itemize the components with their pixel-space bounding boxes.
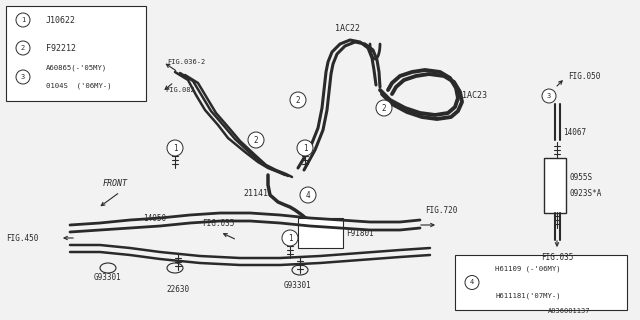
Circle shape xyxy=(167,140,183,156)
Bar xyxy=(455,255,627,310)
Text: 2: 2 xyxy=(21,45,25,51)
Text: F92212: F92212 xyxy=(46,44,76,52)
Text: 1: 1 xyxy=(288,234,292,243)
Text: H611181('07MY-): H611181('07MY-) xyxy=(495,293,561,299)
Text: FIG.720: FIG.720 xyxy=(425,205,458,214)
Text: FIG.036-2: FIG.036-2 xyxy=(167,59,205,65)
Circle shape xyxy=(290,92,306,108)
Text: H61109 (-'06MY): H61109 (-'06MY) xyxy=(495,266,561,272)
Bar xyxy=(6,6,146,101)
Text: 2: 2 xyxy=(253,135,259,145)
Circle shape xyxy=(465,276,479,290)
Circle shape xyxy=(282,230,298,246)
Text: 1AC22: 1AC22 xyxy=(335,23,360,33)
Text: 2: 2 xyxy=(296,95,300,105)
Text: 4: 4 xyxy=(306,190,310,199)
Circle shape xyxy=(300,187,316,203)
Text: 3: 3 xyxy=(547,93,551,99)
Text: FIG.082: FIG.082 xyxy=(165,87,195,93)
Text: A036001137: A036001137 xyxy=(547,308,590,314)
Text: 3: 3 xyxy=(21,74,25,80)
Bar xyxy=(544,158,566,213)
Text: 1: 1 xyxy=(303,143,307,153)
Text: F91801: F91801 xyxy=(346,228,374,237)
Text: FIG.035: FIG.035 xyxy=(202,219,234,228)
Text: 14050: 14050 xyxy=(143,213,166,222)
Circle shape xyxy=(16,13,30,27)
Text: FIG.035: FIG.035 xyxy=(541,252,573,261)
Text: 0104S  ('06MY-): 0104S ('06MY-) xyxy=(46,83,111,89)
Text: FIG.450: FIG.450 xyxy=(6,234,38,243)
Text: 1: 1 xyxy=(173,143,177,153)
Text: 1AC23: 1AC23 xyxy=(462,91,487,100)
Circle shape xyxy=(16,41,30,55)
Text: 0955S: 0955S xyxy=(569,173,592,182)
Circle shape xyxy=(542,89,556,103)
Circle shape xyxy=(16,70,30,84)
Text: G93301: G93301 xyxy=(94,274,122,283)
Text: 21141: 21141 xyxy=(243,188,268,197)
Text: FIG.050: FIG.050 xyxy=(568,71,600,81)
Text: A60865(-'05MY): A60865(-'05MY) xyxy=(46,65,108,71)
Bar xyxy=(298,218,343,248)
Text: 1: 1 xyxy=(21,17,25,23)
Text: G93301: G93301 xyxy=(284,281,312,290)
Circle shape xyxy=(297,140,313,156)
Circle shape xyxy=(376,100,392,116)
Text: 14067: 14067 xyxy=(563,127,586,137)
Text: J10622: J10622 xyxy=(46,15,76,25)
Circle shape xyxy=(248,132,264,148)
Text: FRONT: FRONT xyxy=(102,179,127,188)
Text: 2: 2 xyxy=(381,103,387,113)
Text: 4: 4 xyxy=(470,279,474,285)
Text: 22630: 22630 xyxy=(166,285,189,294)
Text: 0923S*A: 0923S*A xyxy=(569,189,602,198)
